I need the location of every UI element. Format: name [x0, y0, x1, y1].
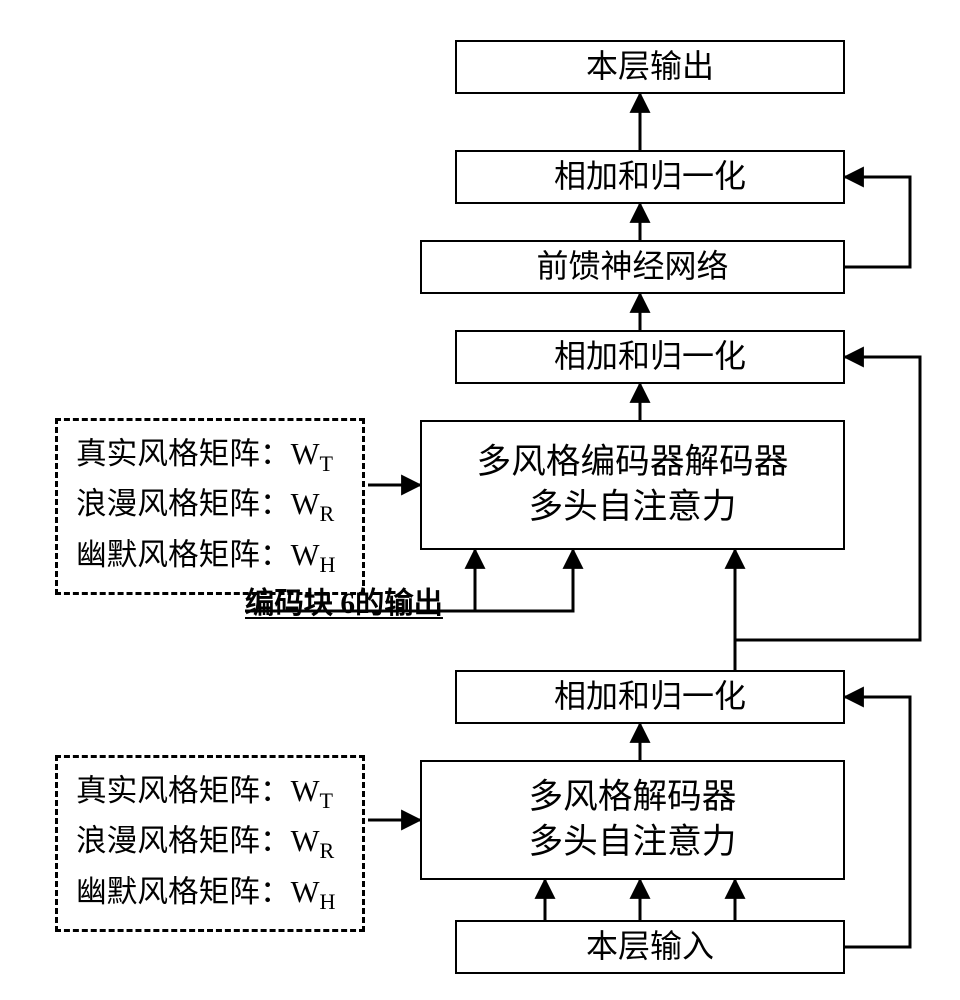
node-addnorm2: 相加和归一化 — [455, 330, 845, 384]
style-row: 浪漫风格矩阵：WR — [76, 481, 344, 531]
node-ffn-label: 前馈神经网络 — [536, 246, 728, 288]
node-dec-attn-line2: 多头自注意力 — [529, 820, 737, 865]
node-addnorm3: 相加和归一化 — [455, 150, 845, 204]
style-row: 浪漫风格矩阵：WR — [76, 818, 344, 868]
style-row: 真实风格矩阵：WT — [76, 431, 344, 481]
node-encdec-attn-line2: 多头自注意力 — [529, 485, 737, 530]
encoder-output-label: 编码块 6的输出 — [245, 580, 443, 622]
node-addnorm1: 相加和归一化 — [455, 670, 845, 724]
node-encdec-attn: 多风格编码器解码器 多头自注意力 — [420, 420, 845, 550]
node-input: 本层输入 — [455, 920, 845, 974]
node-output-label: 本层输出 — [586, 46, 714, 88]
node-ffn: 前馈神经网络 — [420, 240, 845, 294]
node-input-label: 本层输入 — [586, 926, 714, 968]
node-addnorm2-label: 相加和归一化 — [554, 336, 746, 378]
node-addnorm1-label: 相加和归一化 — [554, 676, 746, 718]
style-matrix-upper: 真实风格矩阵：WT 浪漫风格矩阵：WR 幽默风格矩阵：WH — [55, 418, 365, 595]
style-row: 幽默风格矩阵：WH — [76, 869, 344, 919]
node-encdec-attn-line1: 多风格编码器解码器 — [477, 440, 789, 485]
node-dec-attn-line1: 多风格解码器 — [529, 775, 737, 820]
node-addnorm3-label: 相加和归一化 — [554, 156, 746, 198]
node-output: 本层输出 — [455, 40, 845, 94]
node-dec-attn: 多风格解码器 多头自注意力 — [420, 760, 845, 880]
style-row: 幽默风格矩阵：WH — [76, 532, 344, 582]
style-row: 真实风格矩阵：WT — [76, 768, 344, 818]
style-matrix-lower: 真实风格矩阵：WT 浪漫风格矩阵：WR 幽默风格矩阵：WH — [55, 755, 365, 932]
